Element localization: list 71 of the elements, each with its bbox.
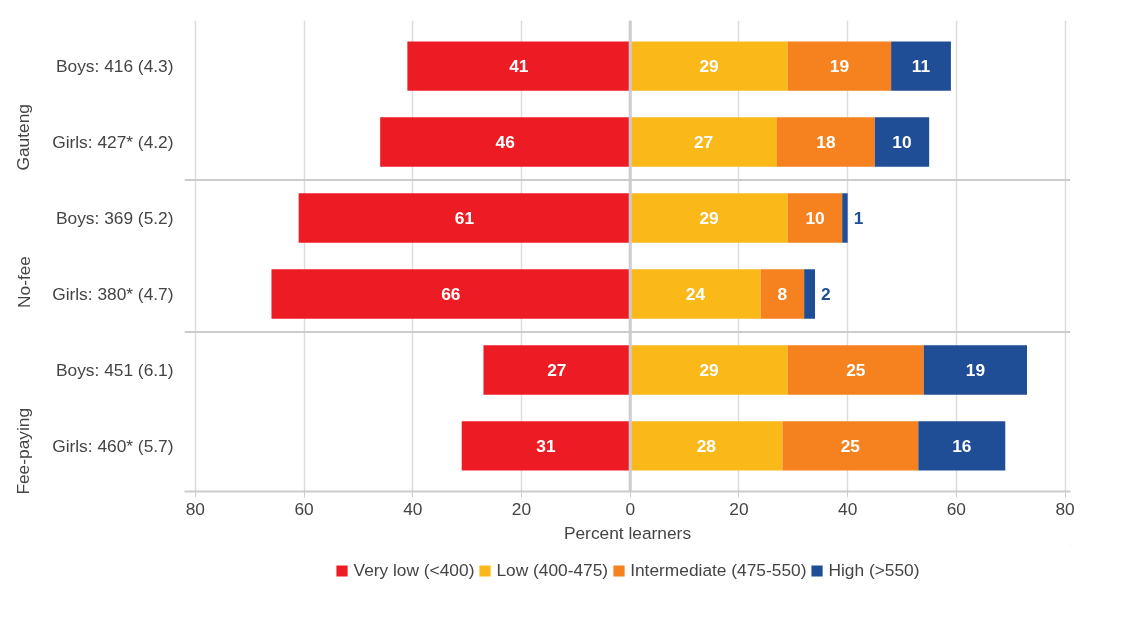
bar xyxy=(630,269,761,319)
text: Fee-paying xyxy=(13,407,34,495)
x-tick-label: 20 xyxy=(729,498,749,519)
data-label: 27 xyxy=(693,132,714,153)
bar xyxy=(298,193,631,243)
bar xyxy=(461,421,631,471)
bar xyxy=(787,345,924,395)
data-label: 24 xyxy=(685,283,706,304)
bar xyxy=(874,117,930,167)
data-label: 19 xyxy=(965,359,986,380)
text: Gauteng xyxy=(13,104,34,171)
legend-label: Very low (<400) xyxy=(353,559,475,581)
bar xyxy=(776,117,875,167)
y-tick-label: Boys: 416 (4.3) xyxy=(55,56,174,77)
y-tick-label: Girls: 380* (4.7) xyxy=(52,283,174,304)
data-label: 41 xyxy=(509,56,529,77)
y-tick-label: Girls: 427* (4.2) xyxy=(52,132,174,153)
x-tick-label: 80 xyxy=(1055,498,1075,519)
bar xyxy=(787,41,892,91)
data-label: 8 xyxy=(777,283,788,304)
bar xyxy=(760,269,805,319)
data-label: 16 xyxy=(952,435,972,456)
data-label: 11 xyxy=(911,56,931,77)
legend-label: Intermediate (475-550) xyxy=(630,559,807,581)
bar xyxy=(380,117,631,167)
bar xyxy=(630,193,788,243)
x-tick-label: 60 xyxy=(946,498,966,519)
data-label: 31 xyxy=(536,435,556,456)
x-tick-label: 20 xyxy=(511,498,532,519)
data-label: 1 xyxy=(853,208,864,229)
data-label: 61 xyxy=(454,208,475,229)
data-label: 10 xyxy=(805,208,825,229)
x-tick-label: 80 xyxy=(185,498,206,519)
data-label: 25 xyxy=(840,435,861,456)
legend-label: High (>550) xyxy=(828,559,920,581)
text: No-fee xyxy=(13,255,34,309)
bar xyxy=(483,345,631,395)
data-label: 19 xyxy=(829,56,850,77)
x-tick-label: 0 xyxy=(625,498,636,519)
data-label: 46 xyxy=(495,132,516,153)
y-tick-label: Boys: 451 (6.1) xyxy=(55,359,174,380)
data-label: 29 xyxy=(699,56,719,77)
bar xyxy=(804,269,816,319)
data-label: 18 xyxy=(816,132,836,153)
x-tick-label: 40 xyxy=(403,498,423,519)
bar xyxy=(787,193,843,243)
bar xyxy=(918,421,1006,471)
bar xyxy=(630,421,783,471)
bar xyxy=(782,421,919,471)
data-label: 2 xyxy=(821,283,831,304)
bar xyxy=(271,269,631,319)
data-label: 25 xyxy=(846,359,866,380)
bar xyxy=(630,41,788,91)
data-label: 27 xyxy=(547,359,567,380)
y-tick-label: Girls: 460* (5.7) xyxy=(52,435,174,456)
bar xyxy=(891,41,951,91)
data-label: 66 xyxy=(441,283,461,304)
data-label: 29 xyxy=(699,359,719,380)
x-axis-title: Percent learners xyxy=(563,522,692,543)
data-label: 28 xyxy=(696,435,717,456)
data-label: 29 xyxy=(699,208,719,229)
bar xyxy=(842,193,848,243)
bar xyxy=(630,345,788,395)
legend-label: Low (400-475) xyxy=(496,559,609,581)
x-tick-label: 60 xyxy=(294,498,314,519)
bar xyxy=(630,117,777,167)
data-label: 10 xyxy=(892,132,912,153)
y-tick-label: Boys: 369 (5.2) xyxy=(55,208,174,229)
bar xyxy=(923,345,1028,395)
x-tick-label: 40 xyxy=(838,498,858,519)
bar xyxy=(407,41,631,91)
